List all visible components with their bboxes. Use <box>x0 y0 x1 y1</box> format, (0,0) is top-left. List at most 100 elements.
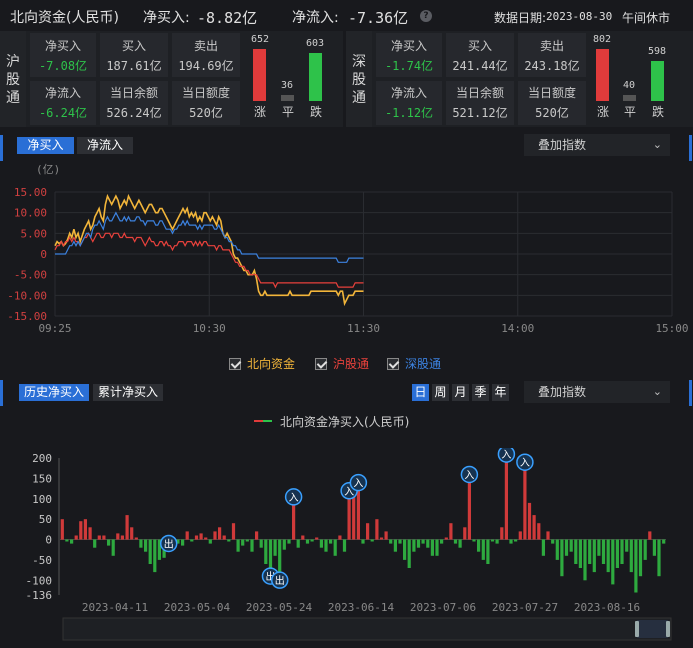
checkbox-icon[interactable] <box>387 358 399 370</box>
shen-up-label: 涨 <box>596 105 609 119</box>
x-tick-label: 2023-05-04 <box>164 601 231 614</box>
bar-37 <box>231 523 236 540</box>
y-tick-label: 10.00 <box>14 207 47 220</box>
range-handle-right <box>666 621 670 637</box>
bar-1 <box>65 539 69 542</box>
bar-10 <box>107 539 111 546</box>
bar-2 <box>70 539 74 544</box>
bar-110 <box>569 539 573 552</box>
tab-history-net-buy[interactable]: 历史净买入 <box>19 384 89 401</box>
y-tick-label: 200 <box>32 452 52 465</box>
series-line-1 <box>54 231 364 289</box>
bar-94 <box>495 539 499 544</box>
bar-96 <box>504 462 508 540</box>
y-tick-label: -5.00 <box>14 269 47 282</box>
range-selection <box>637 620 668 638</box>
x-tick-label: 2023-07-06 <box>410 601 476 614</box>
history-legend: 北向资金净买入(人民币) <box>254 413 409 430</box>
shen-balance: 当日余额 521.12亿 <box>452 86 508 120</box>
bar-14 <box>125 515 129 540</box>
y-axis-unit: (亿) <box>36 163 60 176</box>
x-tick-label: 15:00 <box>655 322 688 335</box>
period-month[interactable]: 月 <box>452 384 469 401</box>
marker-label: 入 <box>520 458 530 469</box>
legend-northbound[interactable]: 北向资金 <box>229 355 295 372</box>
y-tick-label: 150 <box>32 472 52 485</box>
bar-15 <box>130 527 134 540</box>
bar-26 <box>181 539 185 546</box>
bar-80 <box>430 539 434 556</box>
bar-68 <box>375 519 379 540</box>
market-status: 午间休市 <box>622 11 671 25</box>
legend-shen[interactable]: 深股通 <box>387 355 441 372</box>
bar-34 <box>218 527 222 540</box>
tab-net-buy[interactable]: 净买入 <box>17 137 74 154</box>
series-line-0 <box>54 193 364 307</box>
shen-flat-count: 40 <box>622 80 636 91</box>
bar-124 <box>634 539 638 593</box>
bar-42 <box>255 531 259 540</box>
hu-up-label: 涨 <box>253 105 266 119</box>
legend-hu[interactable]: 沪股通 <box>315 355 369 372</box>
bar-90 <box>477 539 481 552</box>
x-tick-label: 2023-07-27 <box>492 601 558 614</box>
x-tick-label: 2023-05-24 <box>246 601 313 614</box>
bar-64 <box>356 490 360 540</box>
tab-net-inflow[interactable]: 净流入 <box>77 137 133 154</box>
period-quarter[interactable]: 季 <box>472 384 489 401</box>
bar-51 <box>296 539 300 548</box>
bar-126 <box>643 539 647 560</box>
bar-87 <box>463 527 467 540</box>
summary-bar: 北向资金(人民币) 净买入: -8.82亿 净流入: -7.36亿 ? 数据日期… <box>0 0 693 30</box>
bar-29 <box>194 535 199 540</box>
period-year[interactable]: 年 <box>492 384 509 401</box>
bar-60 <box>338 535 342 540</box>
marker-label: 出 <box>275 574 285 587</box>
bar-53 <box>305 539 310 544</box>
x-tick-label: 2023-04-11 <box>82 601 148 614</box>
history-overlay-dropdown[interactable]: 叠加指数 ⌄ <box>524 381 670 403</box>
bar-32 <box>208 539 212 544</box>
bar-18 <box>144 539 148 552</box>
bar-89 <box>472 539 476 542</box>
y-tick-label: 0 <box>40 248 47 261</box>
bar-129 <box>657 539 661 577</box>
bar-50 <box>292 504 296 540</box>
checkbox-icon[interactable] <box>229 358 241 370</box>
checkbox-icon[interactable] <box>315 358 327 370</box>
bar-0 <box>60 519 64 540</box>
bar-77 <box>416 539 421 548</box>
bar-103 <box>537 523 541 540</box>
bar-30 <box>199 533 203 540</box>
overlay-index-dropdown[interactable]: 叠加指数 ⌄ <box>524 134 670 156</box>
bar-56 <box>319 539 323 548</box>
bar-91 <box>481 539 485 560</box>
hu-down-bar <box>309 53 322 101</box>
bar-45 <box>268 539 273 568</box>
bar-71 <box>389 539 393 544</box>
bar-39 <box>241 539 245 546</box>
bar-97 <box>509 539 513 544</box>
shen-up-bar <box>596 49 609 101</box>
marker-label: 入 <box>344 487 354 498</box>
bar-12 <box>116 533 120 540</box>
buy-in-marker <box>349 473 368 492</box>
bar-55 <box>315 537 319 540</box>
period-week[interactable]: 周 <box>432 384 449 401</box>
date-label: 数据日期: <box>494 11 547 25</box>
bar-52 <box>301 535 305 540</box>
period-day[interactable]: 日 <box>412 384 429 401</box>
y-tick-label: 0 <box>45 534 52 547</box>
bar-123 <box>629 539 633 573</box>
marker-label: 出 <box>265 570 275 583</box>
bar-67 <box>370 539 374 542</box>
chevron-down-icon: ⌄ <box>652 138 662 151</box>
question-icon[interactable]: ? <box>420 10 432 22</box>
shen-down-count: 598 <box>647 46 667 57</box>
bar-17 <box>139 539 143 548</box>
hu-flat-bar <box>281 95 294 101</box>
bar-121 <box>620 539 624 564</box>
bar-104 <box>541 539 545 556</box>
bar-78 <box>421 539 425 544</box>
tab-cumulative-net-buy[interactable]: 累计净买入 <box>93 384 163 401</box>
